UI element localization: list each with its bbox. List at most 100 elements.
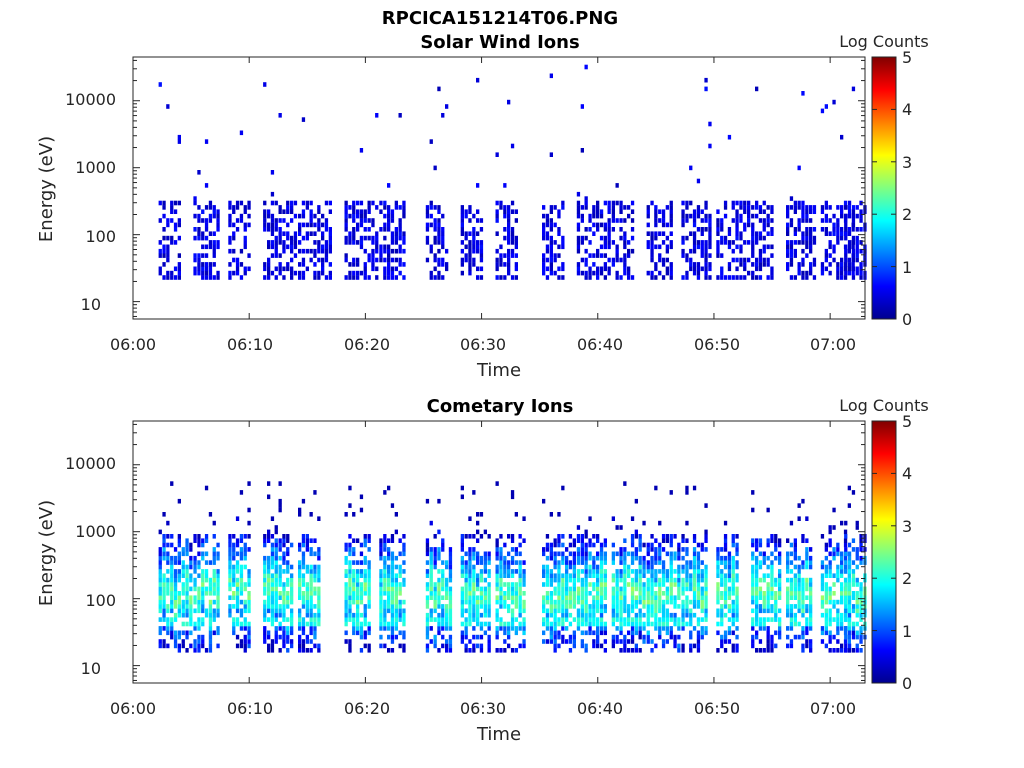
spectrogram-cell xyxy=(603,538,607,543)
spectrogram-cell xyxy=(441,213,445,219)
spectrogram-cell xyxy=(766,643,770,649)
spectrogram-cell xyxy=(696,270,701,276)
spectrogram-cell xyxy=(766,257,770,263)
spectrogram-cell xyxy=(588,516,592,521)
spectrogram-cell xyxy=(301,209,306,214)
spectrogram-cell xyxy=(425,538,430,543)
spectrogram-cell xyxy=(844,582,848,587)
spectrogram-cell xyxy=(317,612,321,618)
spectrogram-cell xyxy=(739,244,743,250)
spectrogram-cell xyxy=(735,200,739,206)
spectrogram-cell xyxy=(367,591,371,596)
spectrogram-cell xyxy=(588,630,592,636)
spectrogram-cell xyxy=(208,621,213,627)
spectrogram-cell xyxy=(654,560,658,565)
spectrogram-cell xyxy=(700,573,704,578)
spectrogram-cell xyxy=(483,630,487,636)
spectrogram-cell xyxy=(402,577,406,583)
spectrogram-cell xyxy=(503,560,507,565)
spectrogram-cell xyxy=(270,564,275,570)
spectrogram-cell xyxy=(673,599,677,605)
spectrogram-cell xyxy=(290,209,294,214)
spectrogram-cell xyxy=(278,564,282,570)
spectrogram-cell xyxy=(282,604,286,609)
spectrogram-cell xyxy=(786,244,790,250)
spectrogram-cell xyxy=(204,586,209,592)
spectrogram-cell xyxy=(348,569,352,574)
spectrogram-cell xyxy=(359,595,364,600)
spectrogram-cell xyxy=(576,209,581,214)
spectrogram-cell xyxy=(751,573,755,578)
spectrogram-cell xyxy=(166,235,170,241)
spectrogram-cell xyxy=(844,626,848,631)
spectrogram-cell xyxy=(212,205,216,210)
spectrogram-cell xyxy=(665,573,669,578)
spectrogram-cell xyxy=(371,262,375,267)
spectrogram-cell xyxy=(177,643,181,649)
spectrogram-cell xyxy=(677,555,681,561)
spectrogram-cell xyxy=(553,253,557,258)
spectrogram-cell xyxy=(584,200,588,206)
spectrogram-cell xyxy=(189,595,193,600)
spectrogram-cell xyxy=(778,608,782,614)
spectrogram-cell xyxy=(661,582,666,587)
spectrogram-cell xyxy=(510,626,515,631)
spectrogram-cell xyxy=(510,560,515,565)
spectrogram-cell xyxy=(607,231,611,236)
spectrogram-cell xyxy=(278,227,282,232)
spectrogram-cell xyxy=(359,612,364,618)
spectrogram-cell xyxy=(588,617,592,622)
spectrogram-cell xyxy=(197,218,201,223)
spectrogram-cell xyxy=(437,275,441,280)
spectrogram-cell xyxy=(828,612,832,618)
spectrogram-cell xyxy=(584,275,588,280)
spectrogram-cell xyxy=(479,591,484,596)
spectrogram-cell xyxy=(758,595,763,600)
spectrogram-cell xyxy=(232,235,236,241)
spectrogram-cell xyxy=(630,227,635,232)
spectrogram-cell xyxy=(290,275,294,280)
spectrogram-cell xyxy=(464,595,468,600)
spectrogram-cell xyxy=(479,573,484,578)
spectrogram-cell xyxy=(216,209,220,214)
spectrogram-cell xyxy=(193,227,197,232)
spectrogram-cell xyxy=(743,257,747,263)
spectrogram-cell xyxy=(801,634,805,640)
spectrogram-cell xyxy=(352,630,356,636)
spectrogram-cell xyxy=(797,227,801,232)
spectrogram-cell xyxy=(507,560,511,565)
spectrogram-cell xyxy=(568,591,573,596)
spectrogram-cell xyxy=(755,542,759,548)
spectrogram-cell xyxy=(348,564,352,570)
spectrogram-cell xyxy=(731,612,735,618)
spectrogram-cell xyxy=(685,490,689,495)
spectrogram-cell xyxy=(518,534,522,539)
spectrogram-cell xyxy=(483,608,487,614)
spectrogram-cell xyxy=(615,577,619,583)
spectrogram-cell xyxy=(797,599,801,605)
spectrogram-cell xyxy=(685,604,689,609)
spectrogram-cell xyxy=(565,564,569,570)
spectrogram-cell xyxy=(228,595,232,600)
spectrogram-cell xyxy=(793,582,797,587)
spectrogram-cell xyxy=(181,591,185,596)
spectrogram-cell xyxy=(805,555,809,561)
spectrogram-cell xyxy=(812,275,817,280)
spectrogram-cell xyxy=(263,630,267,636)
spectrogram-cell xyxy=(557,538,561,543)
spectrogram-cell xyxy=(270,577,275,583)
spectrogram-cell xyxy=(704,534,708,539)
spectrogram-cell xyxy=(689,617,693,622)
spectrogram-cell xyxy=(735,617,739,622)
spectrogram-cell xyxy=(623,235,627,241)
spectrogram-cell xyxy=(692,582,697,587)
spectrogram-cell xyxy=(158,591,162,596)
spectrogram-cell xyxy=(568,595,573,600)
spectrogram-cell xyxy=(840,573,844,578)
spectrogram-cell xyxy=(270,621,275,627)
spectrogram-cell xyxy=(646,639,650,644)
spectrogram-cell xyxy=(770,595,774,600)
spectrogram-cell xyxy=(739,231,743,236)
spectrogram-cell xyxy=(464,564,468,570)
spectrogram-cell xyxy=(514,547,518,552)
